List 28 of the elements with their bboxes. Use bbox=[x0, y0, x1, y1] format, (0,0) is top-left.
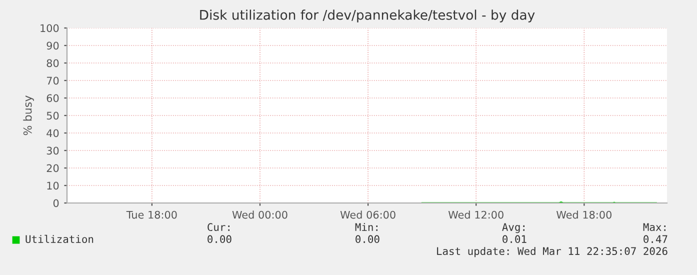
y-tick-label: 50 bbox=[46, 112, 59, 120]
y-tick-label: 100 bbox=[40, 24, 59, 32]
y-tick-label: 30 bbox=[46, 146, 59, 155]
y-tick-label: 20 bbox=[46, 164, 59, 172]
text: 0.00 bbox=[208, 235, 232, 244]
y-tick-label: 10 bbox=[47, 182, 59, 190]
text: Min: bbox=[355, 222, 378, 231]
y-tick-label: 40 bbox=[46, 129, 59, 138]
text: Last update: Wed Mar 11 22:35:07 2026 bbox=[437, 246, 668, 258]
y-axis-title: % busy bbox=[23, 96, 34, 136]
y-tick-label: 70 bbox=[46, 76, 59, 85]
y-tick-label: 80 bbox=[46, 59, 59, 68]
text: 0.00 bbox=[356, 235, 380, 244]
text: 0.47 bbox=[644, 235, 668, 244]
y-tick-label: 60 bbox=[46, 94, 59, 102]
y-tick-label: 90 bbox=[46, 42, 59, 50]
text: Cur: bbox=[208, 223, 230, 232]
text: 0.01 bbox=[502, 235, 526, 244]
y-tick-label: 0 bbox=[53, 199, 59, 208]
x-tick-label: Wed 18:00 bbox=[556, 210, 612, 219]
x-tick-label: Wed 00:00 bbox=[232, 210, 288, 219]
legend-label: Utilization bbox=[26, 234, 94, 244]
chart-title: Disk utilization for /dev/pannekake/testvol - by day bbox=[200, 10, 535, 22]
x-tick-label: Wed 12:00 bbox=[448, 210, 504, 219]
text: Avg: bbox=[502, 223, 524, 234]
text: Max: bbox=[643, 223, 666, 232]
x-tick-label: Wed 06:00 bbox=[340, 210, 396, 219]
x-tick-label: Tue 18:00 bbox=[126, 210, 177, 219]
